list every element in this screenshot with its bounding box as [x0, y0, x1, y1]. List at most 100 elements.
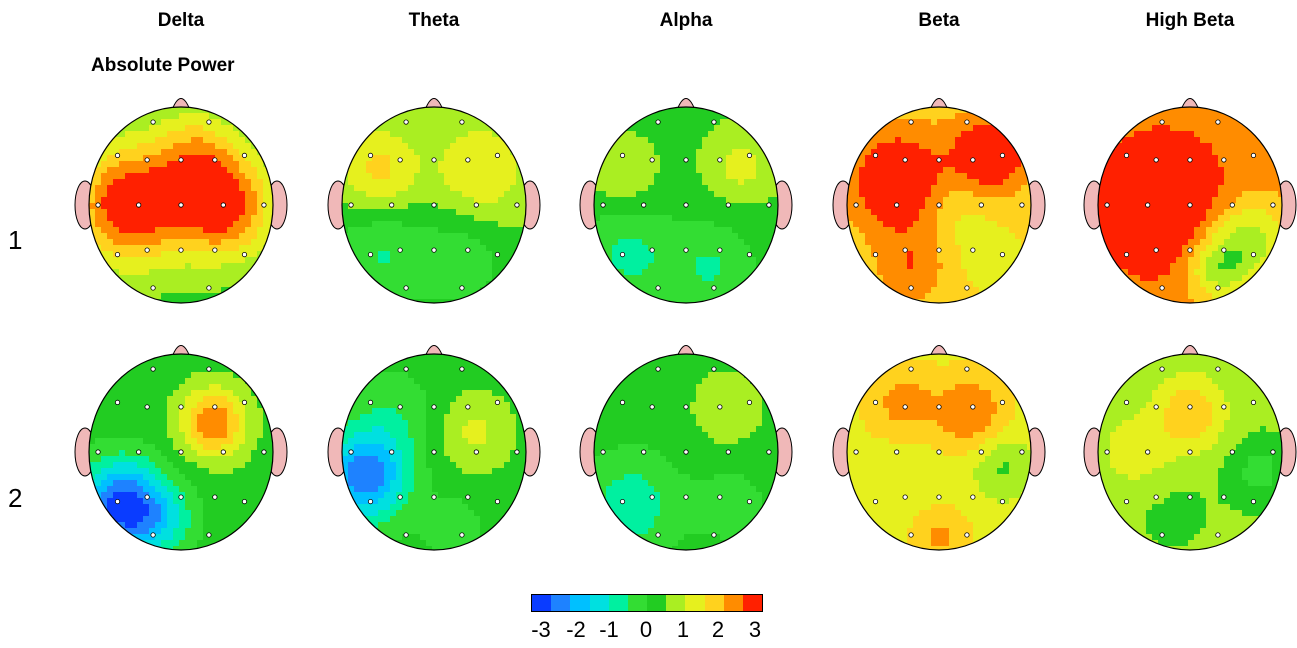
- electrode-marker: [431, 157, 437, 163]
- electrode-marker: [1221, 404, 1227, 410]
- electrode-marker: [964, 366, 970, 372]
- electrode-marker: [367, 498, 374, 505]
- electrode-marker: [389, 202, 395, 208]
- electrode-marker: [514, 449, 520, 455]
- colorbar-swatch: [647, 595, 667, 611]
- electrode-marker: [1104, 449, 1110, 455]
- electrode-marker: [473, 202, 479, 208]
- electrode-marker: [1187, 494, 1193, 500]
- electrode-marker: [1145, 449, 1151, 455]
- electrode-marker: [367, 152, 374, 159]
- electrode-marker: [403, 366, 409, 372]
- electrode-marker: [619, 498, 626, 505]
- electrode-marker: [872, 498, 879, 505]
- electrode-marker: [1153, 157, 1159, 163]
- electrode-marker: [600, 449, 606, 455]
- colorbar: [531, 594, 763, 612]
- electrode-marker: [1229, 202, 1235, 208]
- electrode-marker: [212, 157, 218, 163]
- electrode-marker: [95, 202, 101, 208]
- electrode-marker: [178, 157, 184, 163]
- row-label-2: 2: [8, 483, 23, 513]
- electrode-marker: [178, 494, 184, 500]
- electrode-marker: [1123, 399, 1130, 406]
- electrode-marker: [711, 366, 717, 372]
- electrode-marker: [978, 202, 984, 208]
- electrode-marker: [649, 404, 655, 410]
- electrode-marker: [150, 532, 156, 538]
- electrode-marker: [683, 247, 689, 253]
- electrode-marker: [1250, 152, 1257, 159]
- electrode-marker: [1187, 404, 1193, 410]
- electrode-marker: [431, 494, 437, 500]
- electrode-marker: [978, 449, 984, 455]
- electrode-marker: [1187, 449, 1193, 455]
- electrode-marker: [261, 449, 267, 455]
- electrode-marker: [150, 366, 156, 372]
- electrode-marker: [241, 251, 248, 258]
- electrode-marker: [649, 494, 655, 500]
- electrode-marker: [683, 449, 689, 455]
- colorbar-tick-label: -1: [599, 617, 619, 642]
- electrode-marker: [766, 449, 772, 455]
- electrode-marker: [717, 494, 723, 500]
- electrode-marker: [964, 285, 970, 291]
- electrode-marker: [212, 247, 218, 253]
- electrode-marker: [431, 202, 437, 208]
- electrode-marker: [241, 498, 248, 505]
- electrode-marker: [144, 404, 150, 410]
- electrode-marker: [1250, 498, 1257, 505]
- electrode-marker: [641, 449, 647, 455]
- electrode-marker: [1270, 449, 1276, 455]
- topomap-1-high-beta: [1083, 98, 1297, 304]
- electrode-marker: [389, 449, 395, 455]
- electrode-marker: [494, 251, 501, 258]
- electrode-marker: [1019, 202, 1025, 208]
- electrode-marker: [114, 251, 121, 258]
- electrode-marker: [902, 247, 908, 253]
- electrode-marker: [465, 247, 471, 253]
- electrode-marker: [431, 247, 437, 253]
- electrode-marker: [1153, 404, 1159, 410]
- electrode-marker: [902, 157, 908, 163]
- electrode-marker: [459, 119, 465, 125]
- electrode-marker: [220, 202, 226, 208]
- electrode-marker: [144, 157, 150, 163]
- electrode-marker: [403, 285, 409, 291]
- electrode-marker: [649, 247, 655, 253]
- electrode-marker: [746, 498, 753, 505]
- electrode-marker: [514, 202, 520, 208]
- electrode-marker: [999, 251, 1006, 258]
- head-outline: [1097, 353, 1283, 551]
- electrode-marker: [964, 532, 970, 538]
- electrode-marker: [465, 494, 471, 500]
- electrode-marker: [936, 247, 942, 253]
- electrode-marker: [241, 399, 248, 406]
- topomap-grid: [74, 98, 1297, 551]
- electrode-marker: [655, 285, 661, 291]
- electrode-marker: [206, 366, 212, 372]
- electrode-marker: [220, 449, 226, 455]
- colorbar-swatch: [589, 595, 609, 611]
- electrode-marker: [397, 247, 403, 253]
- electrode-marker: [725, 449, 731, 455]
- topomap-2-high-beta: [1083, 345, 1297, 551]
- electrode-marker: [397, 157, 403, 163]
- electrode-marker: [683, 494, 689, 500]
- electrode-marker: [403, 532, 409, 538]
- electrode-marker: [655, 366, 661, 372]
- electrode-marker: [1145, 202, 1151, 208]
- topomap-2-delta: [74, 345, 288, 551]
- electrode-marker: [600, 202, 606, 208]
- colorbar-tick-label: -3: [531, 617, 551, 642]
- electrode-marker: [459, 285, 465, 291]
- electrode-marker: [178, 404, 184, 410]
- electrode-marker: [1270, 202, 1276, 208]
- electrode-marker: [872, 251, 879, 258]
- electrode-marker: [136, 202, 142, 208]
- electrode-marker: [683, 202, 689, 208]
- electrode-marker: [1221, 247, 1227, 253]
- electrode-marker: [970, 247, 976, 253]
- electrode-marker: [1250, 251, 1257, 258]
- electrode-marker: [1215, 119, 1221, 125]
